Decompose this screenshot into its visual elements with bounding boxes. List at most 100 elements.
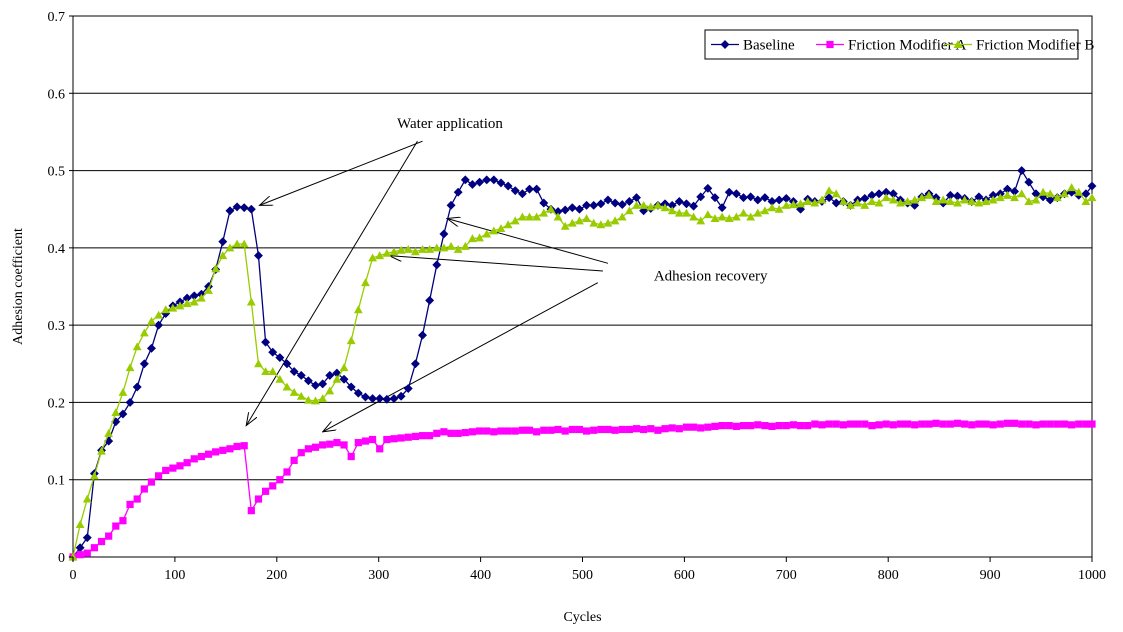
data-point (125, 397, 135, 407)
data-point (675, 425, 683, 433)
data-point (1068, 421, 1076, 429)
data-point (1045, 189, 1055, 198)
data-point (853, 198, 863, 207)
data-point (996, 420, 1004, 428)
data-point (639, 200, 649, 209)
data-point (704, 423, 712, 431)
data-point (747, 422, 755, 430)
data-point (539, 198, 549, 208)
data-point (268, 347, 278, 357)
legend-entry-2: Friction Modifier A (816, 38, 966, 54)
legend-entry-3: Friction Modifier B (944, 38, 1094, 54)
data-point (804, 422, 812, 430)
data-point (525, 212, 534, 221)
data-point (75, 520, 85, 529)
data-point (582, 200, 592, 210)
data-point (1032, 421, 1040, 429)
data-point (1024, 177, 1034, 187)
data-point (1067, 183, 1077, 192)
data-point (483, 427, 491, 435)
data-point (1003, 419, 1012, 427)
data-point (547, 426, 555, 434)
data-point (468, 234, 477, 243)
data-point (717, 203, 727, 213)
data-point (426, 432, 434, 440)
data-point (967, 197, 977, 206)
data-point (668, 424, 676, 432)
x-tick-label: 900 (980, 568, 1001, 583)
data-point (396, 245, 406, 254)
data-point (382, 394, 392, 404)
data-point (460, 241, 470, 250)
data-point (176, 462, 184, 470)
data-point (674, 208, 684, 217)
data-point (162, 466, 170, 475)
y-tick-label: 0.6 (48, 87, 66, 102)
data-point (1010, 193, 1019, 202)
data-point (718, 422, 726, 430)
data-point (310, 380, 321, 390)
data-point (154, 472, 163, 480)
data-point (731, 189, 741, 199)
data-point (254, 495, 263, 503)
data-point (725, 422, 733, 430)
data-point (654, 426, 662, 434)
data-point (760, 193, 770, 203)
data-point (1038, 187, 1048, 196)
data-point (974, 198, 984, 207)
data-point (811, 420, 819, 428)
series (68, 166, 1097, 562)
series-1 (68, 166, 1097, 562)
data-point (347, 452, 355, 461)
data-point (447, 429, 455, 437)
data-point (696, 192, 706, 202)
data-point (375, 251, 385, 260)
data-point (774, 195, 784, 205)
data-point (753, 195, 763, 205)
data-point (154, 320, 164, 330)
data-point (1017, 189, 1027, 198)
data-point (667, 206, 677, 215)
data-point (689, 212, 698, 221)
data-point (560, 205, 570, 215)
data-point (896, 420, 905, 428)
data-point (532, 212, 542, 221)
data-point (888, 195, 898, 204)
data-point (433, 429, 441, 437)
data-point (689, 201, 699, 211)
data-point (910, 195, 920, 204)
data-point (682, 423, 691, 431)
annotation-arrow (246, 140, 418, 425)
data-point (517, 189, 527, 199)
series-2 (69, 419, 1096, 561)
data-point (254, 359, 263, 368)
data-point (126, 500, 134, 509)
series-line (72, 422, 1092, 558)
data-point (931, 197, 941, 206)
data-point (717, 212, 727, 221)
data-point (831, 189, 841, 198)
data-point (596, 220, 606, 229)
data-point (397, 434, 405, 442)
data-point (603, 195, 613, 205)
x-tick-label: 300 (368, 568, 389, 583)
legend: Baseline Friction Modifier A Friction Modi… (704, 29, 1094, 60)
data-point (325, 386, 335, 395)
data-point (453, 245, 463, 253)
data-point (590, 426, 598, 434)
data-point (724, 214, 734, 223)
data-point (653, 200, 663, 209)
data-point (945, 197, 955, 206)
data-point (739, 208, 748, 217)
data-point (1087, 181, 1097, 191)
data-point (789, 421, 798, 429)
data-point (540, 426, 548, 434)
data-point (510, 216, 520, 225)
data-point (282, 382, 292, 391)
data-point (982, 420, 990, 428)
plot-area-frame (72, 15, 1093, 558)
data-point (175, 301, 185, 310)
data-point (661, 425, 669, 433)
data-point (333, 439, 341, 447)
